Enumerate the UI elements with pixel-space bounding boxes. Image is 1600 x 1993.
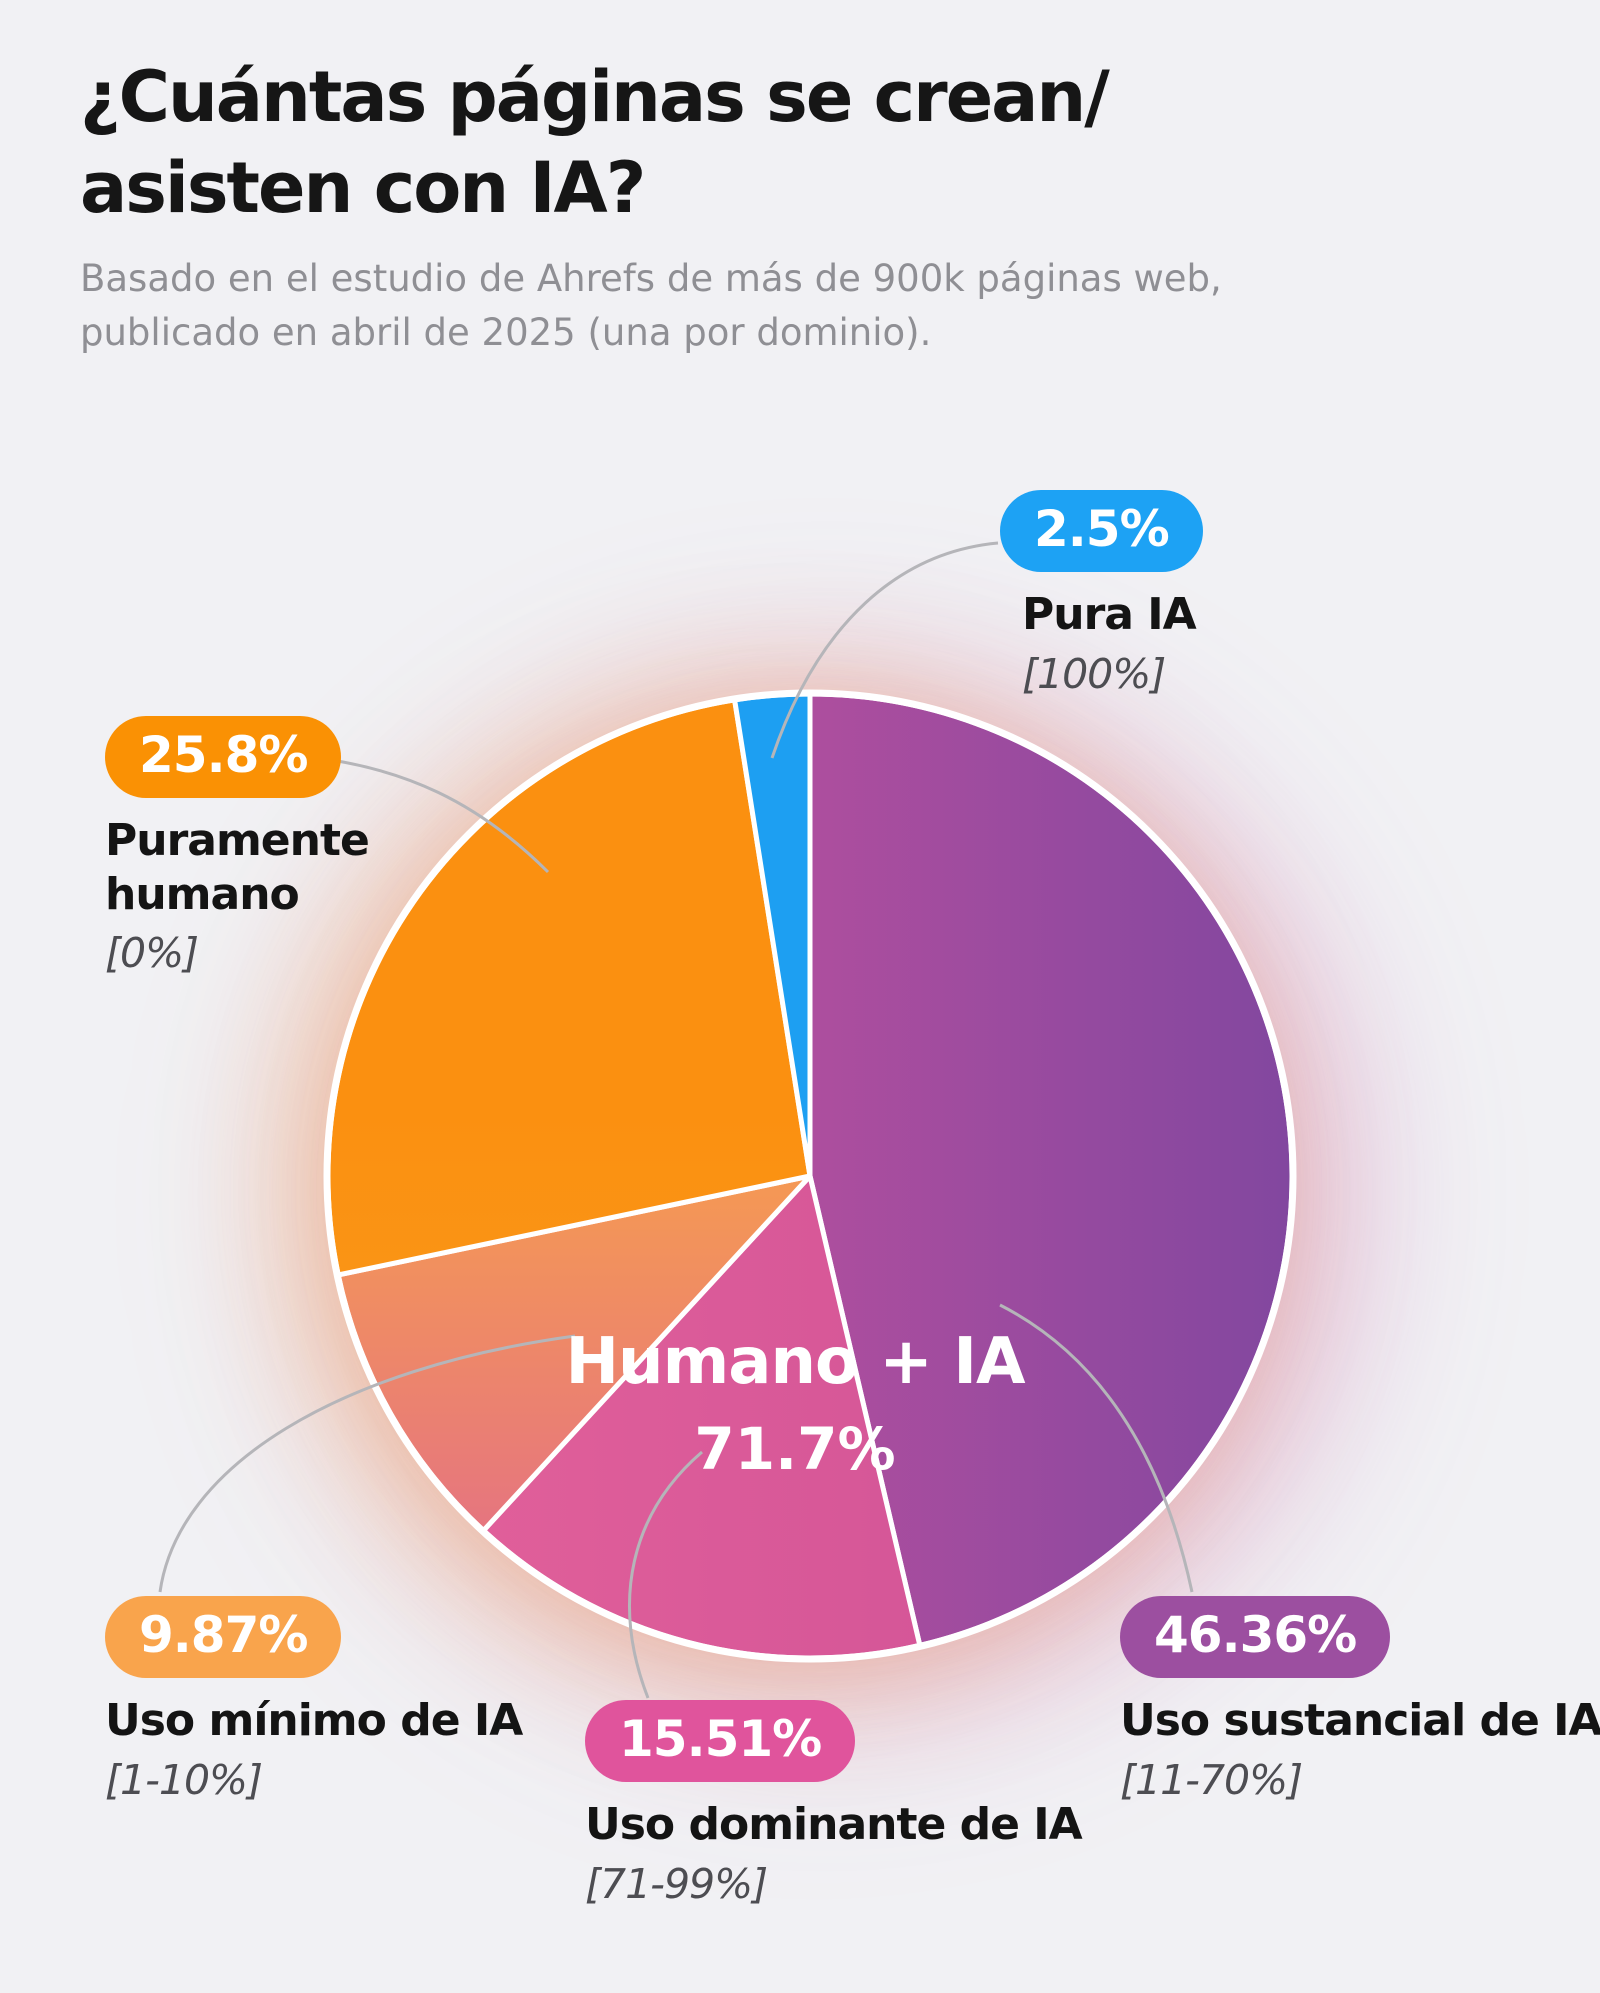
callout-substantial-ai-use: 46.36% Uso sustancial de IA [11-70%]: [1120, 1596, 1600, 1804]
callout-dominant-ai-use: 15.51% Uso dominante de IA [71-99%]: [585, 1700, 1083, 1908]
callout-pure-ai: 2.5% Pura IA [100%]: [1000, 490, 1203, 698]
callout-purely-human: 25.8% Puramente humano [0%]: [105, 716, 425, 977]
value-badge-purely-human: 25.8%: [105, 716, 342, 798]
pie-outer-rim: [323, 689, 1297, 1663]
callout-label-substantial: Uso sustancial de IA: [1120, 1695, 1600, 1746]
callout-range-minimal: [1-10%]: [105, 1755, 263, 1804]
callout-label-purely-human: Puramente humano: [105, 815, 370, 920]
callout-label-minimal: Uso mínimo de IA: [105, 1695, 523, 1746]
page-subtitle-line-1: Basado en el estudio de Ahrefs de más de…: [80, 257, 1222, 300]
pie-center-label-title: Humano + IA: [565, 1325, 1025, 1399]
pie-center-label-value: 71.7%: [694, 1415, 896, 1483]
connector-minimal: [158, 1334, 576, 1593]
callout-minimal-ai-use: 9.87% Uso mínimo de IA [1-10%]: [105, 1596, 523, 1804]
callout-range-pure-ai: [100%]: [1022, 649, 1166, 698]
callout-range-purely-human: [0%]: [105, 929, 199, 978]
page-title-line-2: asisten con IA?: [80, 147, 646, 229]
value-badge-minimal: 9.87%: [105, 1596, 342, 1678]
page-subtitle: Basado en el estudio de Ahrefs de más de…: [80, 252, 1222, 359]
pie-center-label: Humano + IA 71.7%: [565, 1325, 1025, 1483]
connector-pure-ai: [770, 541, 999, 759]
value-badge-pure-ai: 2.5%: [1000, 490, 1203, 572]
connector-dominant: [628, 1450, 703, 1699]
callout-range-substantial: [11-70%]: [1120, 1755, 1303, 1804]
connector-substantial: [999, 1303, 1194, 1593]
value-badge-substantial: 46.36%: [1120, 1596, 1391, 1678]
callout-label-pure-ai: Pura IA: [1022, 589, 1197, 640]
page-title: ¿Cuántas páginas se crean/ asisten con I…: [80, 52, 1110, 234]
callout-label-dominant: Uso dominante de IA: [585, 1799, 1083, 1850]
page-title-line-1: ¿Cuántas páginas se crean/: [80, 56, 1110, 138]
page-subtitle-line-2: publicado en abril de 2025 (una por domi…: [80, 310, 932, 354]
callout-range-dominant: [71-99%]: [585, 1859, 768, 1908]
value-badge-dominant: 15.51%: [585, 1700, 856, 1782]
